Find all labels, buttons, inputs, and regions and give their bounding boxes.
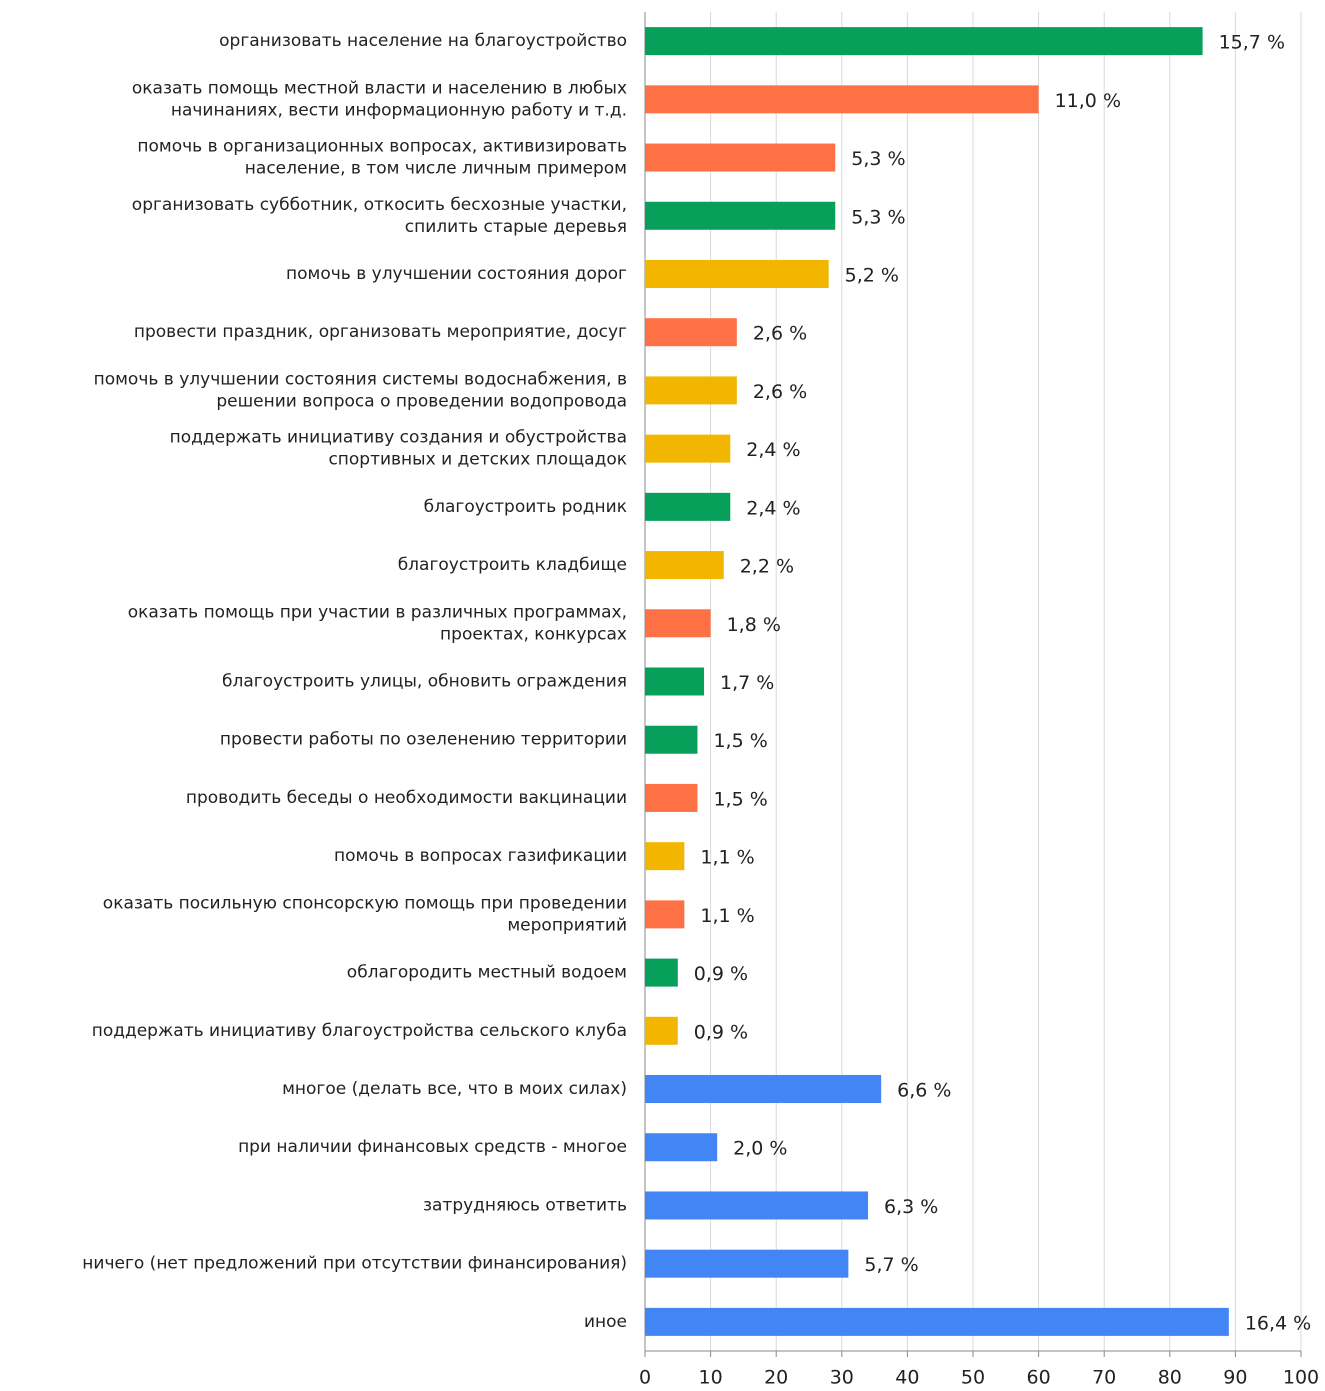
bar xyxy=(645,1249,849,1278)
category-label: благоустроить родник xyxy=(424,497,627,517)
category-label: многое (делать все, что в моих силах) xyxy=(282,1079,627,1099)
bar xyxy=(645,609,711,638)
data-label: 1,5 % xyxy=(713,788,767,810)
data-label: 2,6 % xyxy=(753,381,807,403)
category-label: решении вопроса о проведении водопровода xyxy=(216,391,627,411)
x-tick-label: 50 xyxy=(961,1367,985,1388)
bar xyxy=(645,143,836,172)
x-tick-label: 90 xyxy=(1223,1367,1247,1388)
category-label: ничего (нет предложений при отсутствии ф… xyxy=(82,1254,627,1274)
data-label: 5,3 % xyxy=(851,206,905,228)
category-label: облагородить местный водоем xyxy=(347,963,627,983)
category-label: мероприятий xyxy=(507,915,627,935)
category-label: проектах, конкурсах xyxy=(440,624,627,644)
bar xyxy=(645,958,678,987)
bar xyxy=(645,1016,678,1045)
bar xyxy=(645,85,1039,114)
data-label: 16,4 % xyxy=(1245,1312,1311,1334)
data-label: 11,0 % xyxy=(1055,90,1121,112)
bar xyxy=(645,551,724,580)
category-label: благоустроить кладбище xyxy=(398,555,627,575)
data-label: 1,8 % xyxy=(727,614,781,636)
data-label: 2,6 % xyxy=(753,323,807,345)
category-label: оказать помощь местной власти и населени… xyxy=(132,78,627,98)
data-label: 1,7 % xyxy=(720,672,774,694)
data-label: 0,9 % xyxy=(694,1021,748,1043)
x-tick-label: 0 xyxy=(639,1367,651,1388)
data-label: 5,3 % xyxy=(851,148,905,170)
category-label: иное xyxy=(584,1312,627,1332)
bar xyxy=(645,667,705,696)
x-tick-label: 10 xyxy=(699,1367,723,1388)
category-label: спортивных и детских площадок xyxy=(328,450,627,470)
bar xyxy=(645,900,685,929)
category-label: помочь в улучшении состояния системы вод… xyxy=(94,369,627,389)
category-label: оказать помощь при участии в различных п… xyxy=(128,602,627,622)
bar xyxy=(645,27,1203,56)
data-label: 15,7 % xyxy=(1219,32,1285,54)
category-label: помочь в организационных вопросах, актив… xyxy=(137,137,627,157)
data-label: 2,2 % xyxy=(740,556,794,578)
x-tick-label: 70 xyxy=(1092,1367,1116,1388)
category-label: спилить старые деревья xyxy=(405,217,627,237)
bar xyxy=(645,842,685,871)
category-label: организовать субботник, откосить бесхозн… xyxy=(132,195,627,215)
category-label: благоустроить улицы, обновить ограждения xyxy=(222,672,627,692)
data-label: 2,0 % xyxy=(733,1138,787,1160)
bar xyxy=(645,1191,869,1220)
x-tick-label: 30 xyxy=(830,1367,854,1388)
bar xyxy=(645,434,731,463)
x-tick-label: 20 xyxy=(764,1367,788,1388)
category-label: при наличии финансовых средств - многое xyxy=(238,1137,627,1157)
bar xyxy=(645,376,737,405)
data-label: 0,9 % xyxy=(694,963,748,985)
bar xyxy=(645,1307,1229,1336)
category-label: оказать посильную спонсорскую помощь при… xyxy=(103,893,627,913)
category-label: затрудняюсь ответить xyxy=(423,1195,627,1215)
bar xyxy=(645,783,698,812)
bar xyxy=(645,259,829,288)
bar xyxy=(645,1133,718,1162)
data-label: 1,1 % xyxy=(700,905,754,927)
data-label: 1,1 % xyxy=(700,847,754,869)
data-label: 1,5 % xyxy=(713,730,767,752)
category-label: помочь в вопросах газификации xyxy=(334,846,627,866)
category-label: проводить беседы о необходимости вакцина… xyxy=(186,788,627,808)
category-label: поддержать инициативу создания и обустро… xyxy=(170,428,627,448)
data-label: 5,2 % xyxy=(845,264,899,286)
data-label: 6,3 % xyxy=(884,1196,938,1218)
category-label: организовать население на благоустройств… xyxy=(219,31,627,51)
category-label: провести работы по озеленению территории xyxy=(220,730,627,750)
x-tick-label: 60 xyxy=(1027,1367,1051,1388)
bar xyxy=(645,492,731,521)
data-label: 2,4 % xyxy=(746,497,800,519)
bar xyxy=(645,725,698,754)
bar xyxy=(645,201,836,230)
x-tick-label: 40 xyxy=(895,1367,919,1388)
category-label: помочь в улучшении состояния дорог xyxy=(286,264,627,284)
category-label: провести праздник, организовать мероприя… xyxy=(134,322,627,342)
x-tick-label: 80 xyxy=(1158,1367,1182,1388)
bar xyxy=(645,318,737,347)
bar xyxy=(645,1075,882,1104)
data-label: 2,4 % xyxy=(746,439,800,461)
data-label: 6,6 % xyxy=(897,1080,951,1102)
category-label: население, в том числе личным примером xyxy=(245,159,627,179)
category-label: начинаниях, вести информационную работу … xyxy=(171,100,627,120)
category-label: поддержать инициативу благоустройства се… xyxy=(92,1021,627,1041)
x-tick-label: 100 xyxy=(1283,1367,1319,1388)
data-label: 5,7 % xyxy=(864,1254,918,1276)
